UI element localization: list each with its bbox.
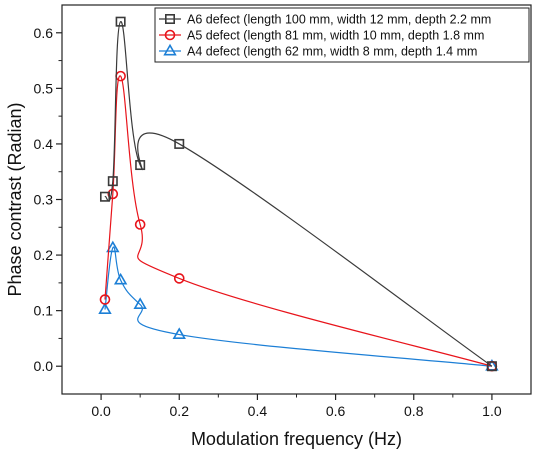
y-tick-label: 0.3 bbox=[34, 192, 54, 208]
series-line bbox=[104, 246, 492, 367]
data-point bbox=[107, 176, 118, 187]
y-axis-ticks: 0.0 0.1 0.2 0.3 0.4 0.5 0.6 bbox=[34, 25, 62, 374]
y-tick-label: 0.2 bbox=[34, 247, 54, 263]
data-point bbox=[107, 188, 119, 200]
legend-item: A4 defect (length 62 mm, width 8 mm, dep… bbox=[159, 43, 477, 59]
plot-frame bbox=[61, 4, 532, 395]
data-point bbox=[115, 16, 126, 27]
data-point bbox=[99, 294, 111, 305]
x-tick-label: 0.6 bbox=[326, 403, 346, 419]
y-tick-label: 0.6 bbox=[34, 25, 54, 41]
data-point bbox=[172, 327, 186, 339]
data-point bbox=[113, 272, 128, 285]
data-point bbox=[135, 160, 146, 171]
legend-marker bbox=[164, 29, 176, 41]
x-tick-label: 0.4 bbox=[248, 403, 268, 419]
y-tick-label: 0.1 bbox=[34, 303, 54, 319]
data-point bbox=[134, 219, 146, 230]
y-axis-title: Phase contrast (Radian) bbox=[5, 102, 25, 296]
legend: A6 defect (length 100 mm, width 12 mm, d… bbox=[154, 7, 530, 63]
legend-marker bbox=[165, 14, 176, 24]
series-0 bbox=[99, 16, 497, 372]
x-axis-ticks: 0.0 0.2 0.4 0.6 0.8 1.0 bbox=[91, 394, 502, 419]
legend-box bbox=[154, 7, 530, 63]
legend-item: A6 defect (length 100 mm, width 12 mm, d… bbox=[159, 13, 491, 27]
y-tick-label: 0.4 bbox=[34, 136, 54, 152]
x-tick-label: 0.8 bbox=[404, 403, 424, 419]
legend-item: A5 defect (length 81 mm, width 10 mm, de… bbox=[159, 29, 484, 43]
series-layer bbox=[98, 16, 499, 372]
legend-label: A5 defect (length 81 mm, width 10 mm, de… bbox=[187, 29, 484, 43]
legend-label: A4 defect (length 62 mm, width 8 mm, dep… bbox=[187, 45, 477, 59]
data-point bbox=[173, 273, 185, 284]
data-point bbox=[486, 361, 497, 372]
data-point bbox=[106, 240, 120, 253]
data-point bbox=[174, 138, 185, 149]
x-tick-label: 0.2 bbox=[170, 403, 190, 419]
data-point bbox=[133, 297, 147, 309]
x-tick-label: 0.0 bbox=[91, 403, 111, 419]
legend-label: A6 defect (length 100 mm, width 12 mm, d… bbox=[187, 13, 491, 27]
series-line bbox=[104, 75, 493, 367]
x-tick-label: 1.0 bbox=[482, 403, 502, 419]
y-tick-label: 0.5 bbox=[34, 80, 54, 96]
data-point bbox=[99, 191, 110, 202]
legend-marker bbox=[163, 43, 177, 56]
series-2 bbox=[98, 240, 499, 371]
x-axis-title: Modulation frequency (Hz) bbox=[191, 429, 402, 449]
y-tick-label: 0.0 bbox=[34, 358, 54, 374]
data-point bbox=[98, 302, 112, 314]
series-line bbox=[104, 21, 493, 367]
